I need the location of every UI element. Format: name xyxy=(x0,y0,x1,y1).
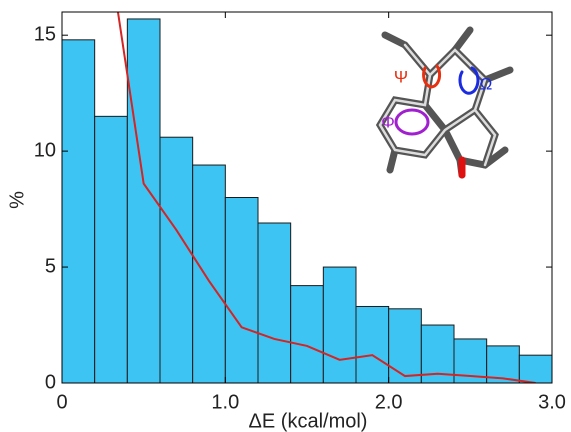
bar xyxy=(193,165,226,383)
bar xyxy=(323,267,356,383)
bar xyxy=(95,116,128,383)
y-tick-label: 0 xyxy=(45,371,56,393)
x-tick-label: 2.0 xyxy=(375,391,403,413)
bar xyxy=(225,198,258,384)
x-tick-label: 0 xyxy=(56,391,67,413)
annotation: Ψ xyxy=(394,67,408,86)
x-axis-label: ΔE (kcal/mol) xyxy=(249,410,368,432)
annotation: Φ xyxy=(381,112,395,131)
annotation: Ω xyxy=(480,74,493,93)
molecule-inset: Ψ Ω Φ xyxy=(380,30,510,175)
bar xyxy=(356,306,389,383)
page: Ψ Ω Φ ΔE (kcal/mol) % 05101501.02.03.0 (… xyxy=(0,0,571,432)
bar xyxy=(258,223,291,383)
x-tick-label: 1.0 xyxy=(211,391,239,413)
bar xyxy=(291,286,324,383)
chart: Ψ Ω Φ ΔE (kcal/mol) % 0 5 10 15 0 1.0 2.0 3.0 xyxy=(0,0,571,432)
y-tick-label: 10 xyxy=(34,139,56,161)
plot-area xyxy=(62,0,552,383)
bar xyxy=(160,137,193,383)
y-tick-label: 5 xyxy=(45,255,56,277)
bar xyxy=(389,309,422,383)
y-axis-label: % xyxy=(6,191,28,209)
bar xyxy=(62,40,95,383)
bar xyxy=(519,355,552,383)
x-tick-label: 3.0 xyxy=(538,391,566,413)
y-tick-label: 15 xyxy=(34,23,56,45)
